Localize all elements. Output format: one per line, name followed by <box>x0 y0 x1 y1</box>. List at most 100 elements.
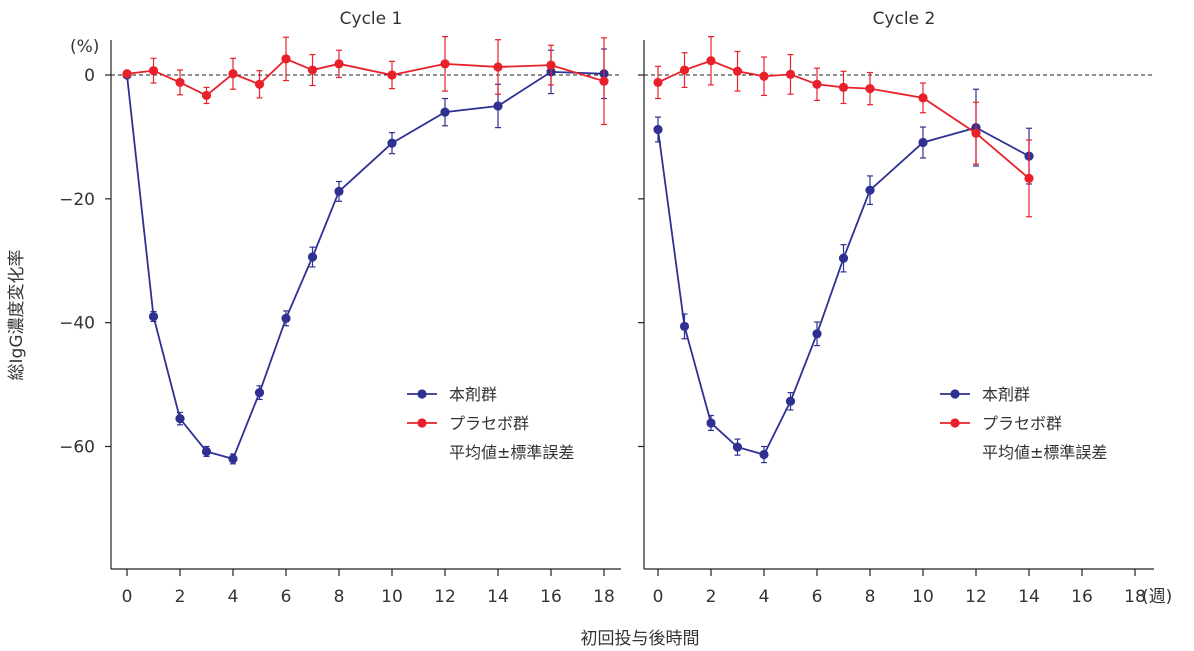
y-axis-label: 総IgG濃度変化率 <box>7 250 27 381</box>
panel-cycle-1: Cycle 1 0 −20 −40 −60 0 2 4 6 8 10 12 14 16 18 本剤群プラセボ群… <box>59 9 621 607</box>
legend-marker <box>950 418 960 428</box>
data-point <box>334 186 344 197</box>
data-point <box>307 65 318 75</box>
legend-marker <box>417 389 427 399</box>
data-point <box>785 69 796 79</box>
legend-label: 本剤群 <box>449 385 497 404</box>
data-point <box>307 252 318 262</box>
x-tick-label: 4 <box>228 587 239 607</box>
data-point <box>599 76 609 86</box>
data-point <box>334 59 344 69</box>
data-point <box>706 418 716 428</box>
x-tick-label: 14 <box>487 587 509 607</box>
x-tick-label: 8 <box>865 587 876 607</box>
x-tick-label: 6 <box>281 587 292 607</box>
data-point <box>812 79 822 89</box>
legend-label: 本剤群 <box>982 385 1030 404</box>
data-point <box>838 82 849 92</box>
series-placebo <box>653 36 1034 218</box>
legend-note: 平均値±標準誤差 <box>449 443 574 462</box>
data-point <box>122 69 132 79</box>
y-tick-label: 0 <box>84 66 95 86</box>
data-point <box>387 70 397 80</box>
x-tick-label: 10 <box>912 587 934 607</box>
data-point <box>865 84 875 94</box>
data-point <box>228 454 238 464</box>
data-point <box>865 185 875 195</box>
series-placebo <box>122 36 609 126</box>
data-point <box>759 71 769 81</box>
data-point <box>1024 173 1034 184</box>
x-tick-label: 0 <box>122 587 133 607</box>
data-point <box>175 414 185 424</box>
x-tick-label: 10 <box>381 587 403 607</box>
series-line <box>126 57 605 97</box>
data-point <box>546 60 556 70</box>
data-point <box>440 107 450 117</box>
data-point <box>653 124 663 135</box>
series-line <box>126 70 605 460</box>
data-point <box>918 93 928 103</box>
data-point <box>812 329 822 339</box>
data-point <box>971 128 981 138</box>
data-point <box>679 65 690 75</box>
x-unit-label: (週) <box>1142 587 1172 607</box>
data-point <box>759 449 769 460</box>
data-point <box>254 79 265 89</box>
x-tick-label: 2 <box>175 587 186 607</box>
data-point <box>838 253 849 263</box>
data-point <box>706 56 716 66</box>
legend-label: プラセボ群 <box>982 414 1062 433</box>
data-point <box>679 321 690 331</box>
legend-label: プラセボ群 <box>449 414 529 433</box>
data-point <box>281 313 291 323</box>
data-point <box>785 396 796 406</box>
series-line <box>657 59 1030 180</box>
y-tick-label: −60 <box>59 438 95 458</box>
data-point <box>732 442 743 452</box>
legend-note: 平均値±標準誤差 <box>982 443 1107 462</box>
panel-title: Cycle 1 <box>340 9 403 29</box>
x-tick-label: 8 <box>334 587 345 607</box>
data-point <box>440 59 450 69</box>
data-point <box>228 69 238 79</box>
x-tick-label: 14 <box>1018 587 1040 607</box>
data-point <box>254 388 265 398</box>
x-tick-label: 0 <box>653 587 664 607</box>
y-tick-label: −20 <box>59 190 95 210</box>
series-drug <box>122 48 609 465</box>
data-point <box>493 62 503 72</box>
x-tick-label: 12 <box>965 587 987 607</box>
x-tick-label: 4 <box>759 587 770 607</box>
data-point <box>653 77 663 88</box>
data-point <box>281 54 291 64</box>
series-drug <box>653 88 1034 464</box>
data-point <box>148 311 159 322</box>
data-point <box>493 101 503 111</box>
x-tick-label: 18 <box>593 587 615 607</box>
y-tick-label: −40 <box>59 314 95 334</box>
legend-marker <box>417 418 427 428</box>
panel-title: Cycle 2 <box>873 9 936 29</box>
data-point <box>201 446 212 457</box>
series-line <box>657 126 1030 456</box>
data-point <box>148 66 159 76</box>
x-tick-label: 18 <box>1124 587 1146 607</box>
x-tick-label: 2 <box>706 587 717 607</box>
data-point <box>201 90 212 101</box>
x-tick-label: 12 <box>434 587 456 607</box>
x-tick-label: 16 <box>1071 587 1093 607</box>
data-point <box>175 77 185 88</box>
y-unit-label: (%) <box>70 37 99 57</box>
x-tick-label: 6 <box>812 587 823 607</box>
legend-marker <box>950 389 960 399</box>
x-axis-label: 初回投与後時間 <box>581 629 700 649</box>
x-tick-label: 16 <box>540 587 562 607</box>
data-point <box>387 138 397 148</box>
data-point <box>732 66 743 76</box>
